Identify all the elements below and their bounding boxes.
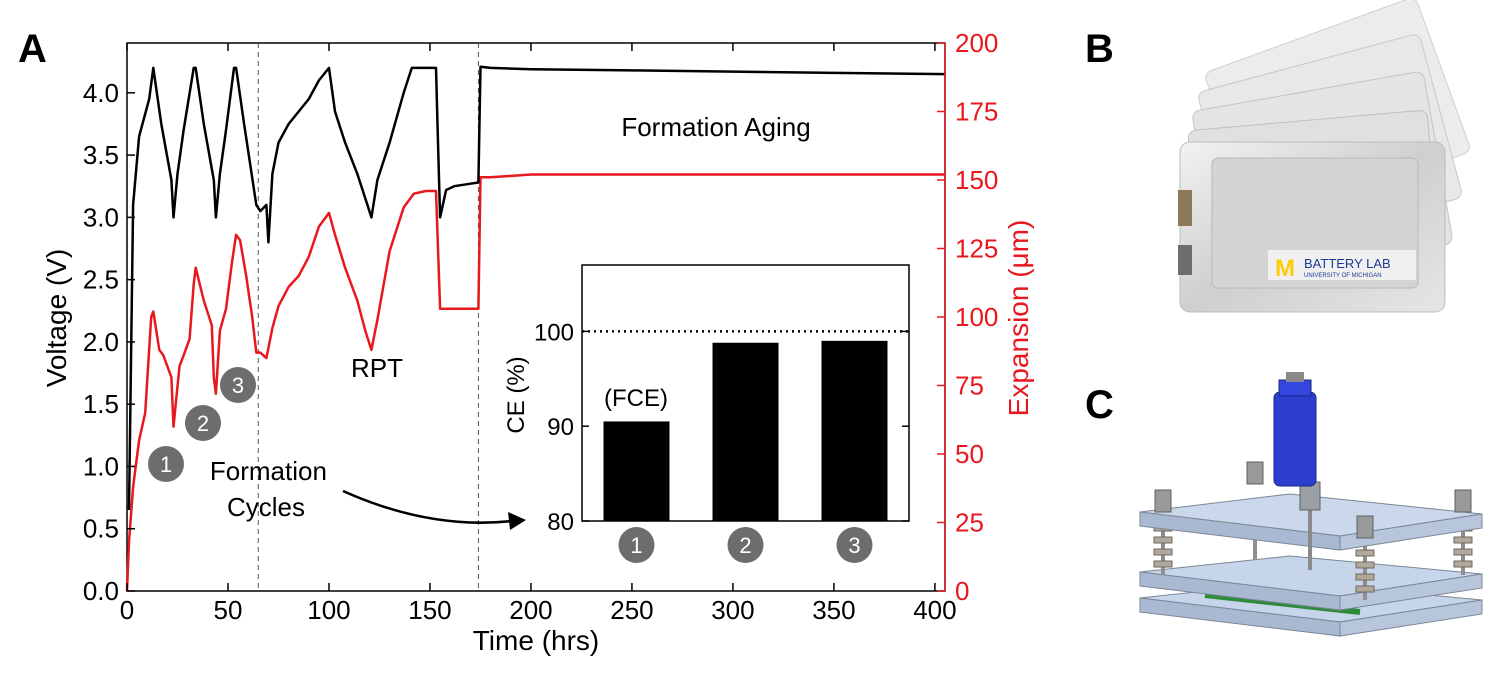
inset-badge-label: 2	[739, 533, 751, 558]
expansion-series	[125, 173, 945, 592]
inset-bars	[603, 340, 888, 521]
y-left-tick-label: 4.0	[83, 78, 119, 108]
y-left-axis-title: Voltage (V)	[41, 249, 72, 388]
y-right-tick-label: 125	[955, 234, 998, 264]
inset-y-ticks: 80 90 100	[534, 319, 909, 536]
expansion-fixture-rendering	[1139, 372, 1483, 637]
cycle-badge-label: 2	[197, 411, 209, 436]
cycle-badge-1	[148, 446, 184, 482]
ce-bar-3	[821, 340, 888, 521]
x-tick-label: 50	[214, 595, 243, 625]
voltage-series	[127, 65, 946, 511]
cycle-badges: 123	[148, 367, 256, 482]
y-right-tick-label: 75	[955, 371, 984, 401]
y-right-ticks: 0 25 50 75 100 125 150 175 200	[937, 28, 998, 606]
x-axis-ticks: 0 50 100 150 200 250 300 350 400	[120, 43, 957, 625]
y-right-tick-label: 25	[955, 508, 984, 538]
main-chart: 0 50 100 150 200 250 300 350 400 0.00.51.01.52.0…	[41, 28, 1034, 656]
inset-y-axis-title: CE (%)	[503, 356, 530, 433]
inset-y-tick-label: 90	[547, 414, 574, 441]
inset-badge-3	[836, 527, 873, 563]
inset-badge-label: 1	[630, 533, 642, 558]
x-tick-label: 400	[913, 595, 956, 625]
panel-label-b: B	[1085, 27, 1114, 71]
arrow-head	[508, 512, 526, 530]
cycle-badge-3	[220, 367, 256, 403]
x-axis-title: Time (hrs)	[473, 625, 600, 656]
formation-cycles-arrow	[342, 489, 513, 524]
ce-bar-2	[712, 342, 779, 521]
inset-badge-label: 3	[848, 533, 860, 558]
y-right-axis-title: Expansion (μm)	[1003, 220, 1034, 417]
cycle-badge-label: 3	[232, 373, 244, 398]
ce-bar-1	[603, 421, 670, 521]
x-tick-label: 200	[509, 595, 552, 625]
panel-label-c: C	[1085, 383, 1114, 427]
y-right-tick-label: 100	[955, 302, 998, 332]
y-right-tick-label: 150	[955, 165, 998, 195]
x-tick-label: 100	[307, 595, 350, 625]
inset-badge-1	[618, 527, 655, 563]
inset-category-badges: 1 2 3	[618, 527, 873, 563]
x-tick-label: 0	[120, 595, 134, 625]
fce-label: (FCE)	[604, 385, 668, 412]
y-left-tick-label: 0.0	[83, 576, 119, 606]
y-left-tick-label: 0.5	[83, 514, 119, 544]
annotation-rpt: RPT	[351, 353, 403, 383]
y-left-tick-label: 1.0	[83, 451, 119, 481]
x-tick-label: 250	[610, 595, 653, 625]
y-right-tick-label: 175	[955, 97, 998, 127]
annotation-formation-cycles: Formation Cycles	[210, 456, 334, 522]
x-tick-label: 300	[711, 595, 754, 625]
expansion-line	[125, 173, 945, 592]
logo-mark: M	[1275, 255, 1295, 282]
y-right-tick-label: 0	[955, 576, 969, 606]
y-left-tick-label: 3.5	[83, 140, 119, 170]
pouch-cells-photo: M BATTERY LAB UNIVERSITY OF MICHIGAN	[1178, 0, 1470, 313]
x-tick-label: 350	[812, 595, 855, 625]
inset-bar-chart: 80 90 100 1 2 3 CE (%) (FCE)	[503, 264, 910, 563]
y-left-tick-label: 2.5	[83, 265, 119, 295]
inset-y-tick-label: 80	[547, 509, 574, 536]
y-left-ticks: 0.0 0.5 1.0 1.5 2.0 2.5 3.0 3.5 4.0	[83, 78, 135, 606]
cycle-badge-2	[185, 405, 221, 441]
x-tick-label: 150	[408, 595, 451, 625]
y-left-tick-label: 3.0	[83, 202, 119, 232]
inset-badge-2	[727, 527, 764, 563]
voltage-line	[127, 65, 946, 511]
y-left-tick-label: 1.5	[83, 389, 119, 419]
annotation-formation-aging: Formation Aging	[621, 112, 810, 142]
inset-y-tick-label: 100	[534, 319, 574, 346]
cycle-badge-label: 1	[160, 452, 172, 477]
logo-line1: BATTERY LAB	[1304, 256, 1391, 271]
logo-line2: UNIVERSITY OF MICHIGAN	[1304, 273, 1382, 279]
y-right-tick-label: 50	[955, 439, 984, 469]
y-right-tick-label: 200	[955, 28, 998, 58]
y-left-tick-label: 2.0	[83, 327, 119, 357]
panel-label-a: A	[18, 27, 47, 71]
